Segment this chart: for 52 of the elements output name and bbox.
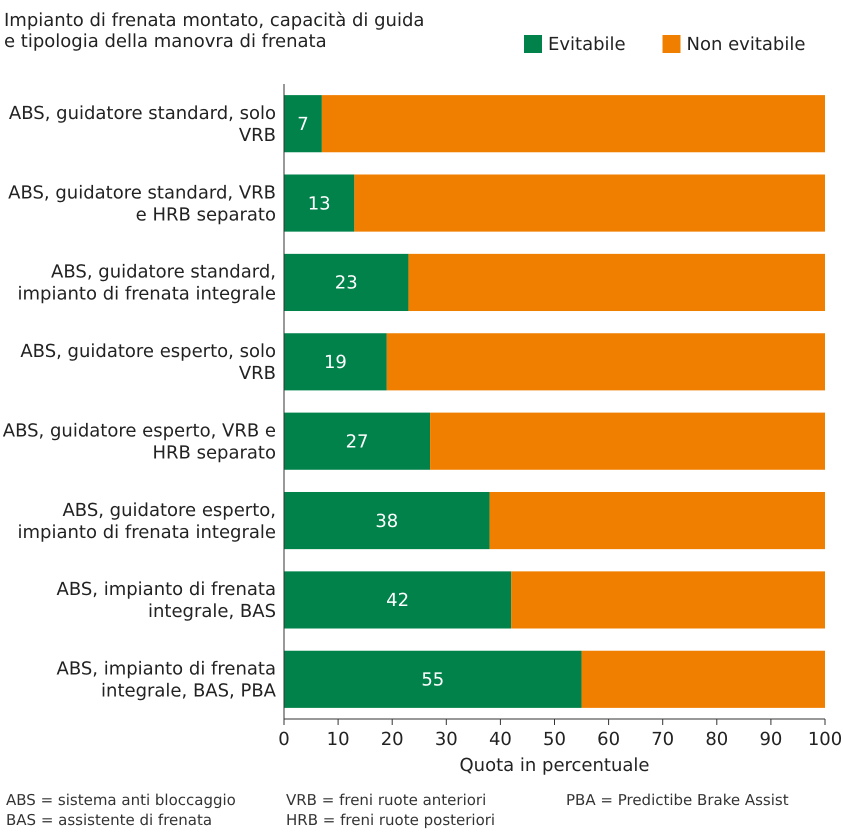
data-label: 13 bbox=[308, 193, 331, 214]
legend-label: Non evitabile bbox=[686, 34, 806, 55]
bar bbox=[284, 492, 490, 550]
y-tick-label: ABS, guidatore esperto, impianto di frenata integrale bbox=[18, 500, 276, 543]
x-tick-label: 70 bbox=[651, 729, 674, 750]
bar bbox=[284, 95, 322, 152]
bar bbox=[322, 95, 825, 152]
bar bbox=[284, 333, 387, 390]
data-label: 23 bbox=[334, 272, 358, 294]
bar bbox=[490, 492, 825, 550]
text: ABS = sistema anti bloccaggio bbox=[6, 791, 236, 809]
data-label: 38 bbox=[375, 510, 398, 532]
x-tick-label: 10 bbox=[326, 729, 350, 750]
x-tick-label: 0 bbox=[278, 729, 290, 750]
bar bbox=[284, 412, 430, 470]
bar bbox=[408, 254, 825, 312]
y-tick-label: ABS, guidatore standard, solo VRB bbox=[8, 102, 276, 146]
text: BAS = assistente di frenata bbox=[6, 811, 212, 829]
chart-title: Impianto di frenata montato, capacità di guida e tipologia della manovra di frenata bbox=[4, 10, 424, 52]
y-tick-label: ABS, guidatore esperto, VRB e HRB separato bbox=[2, 420, 276, 464]
bar bbox=[284, 254, 408, 312]
text: VRB = freni ruote anteriori bbox=[286, 791, 486, 809]
x-tick-label: 90 bbox=[759, 729, 782, 750]
x-tick-label: 60 bbox=[597, 729, 620, 750]
bar bbox=[354, 174, 825, 232]
x-tick-label: 30 bbox=[434, 729, 458, 750]
data-label: 27 bbox=[346, 431, 368, 452]
bar bbox=[511, 571, 825, 629]
x-tick-label: 80 bbox=[705, 729, 728, 750]
bar bbox=[430, 412, 825, 470]
x-tick-label: 40 bbox=[488, 729, 512, 750]
text: HRB = freni ruote posteriori bbox=[286, 811, 496, 829]
y-tick-label: ABS, impianto di frenata integrale, BAS bbox=[56, 579, 276, 622]
y-tick-label: ABS, guidatore standard, impianto di frenata integrale bbox=[18, 262, 276, 305]
x-axis-title: Quota in percentuale bbox=[460, 755, 650, 776]
legend-label: Evitabile bbox=[548, 34, 626, 55]
y-tick-label: ABS, impianto di frenata integrale, BAS, PBA bbox=[56, 658, 277, 702]
data-label: 55 bbox=[421, 670, 444, 691]
data-label: 42 bbox=[386, 590, 410, 612]
bar bbox=[582, 650, 825, 708]
x-tick-label: 100 bbox=[808, 729, 842, 750]
y-tick-label: ABS, guidatore standard, VRB e HRB separato bbox=[8, 182, 276, 226]
bar bbox=[284, 571, 512, 629]
data-label: 19 bbox=[324, 352, 347, 374]
y-tick-label: ABS, guidatore esperto, solo VRB bbox=[20, 341, 276, 384]
bar bbox=[284, 174, 354, 232]
data-label: 7 bbox=[297, 114, 309, 135]
bar bbox=[284, 650, 582, 708]
x-tick-label: 50 bbox=[543, 729, 566, 750]
bar bbox=[386, 333, 825, 390]
x-tick-label: 20 bbox=[380, 729, 404, 750]
text: PBA = Predictibe Brake Assist bbox=[566, 791, 789, 809]
